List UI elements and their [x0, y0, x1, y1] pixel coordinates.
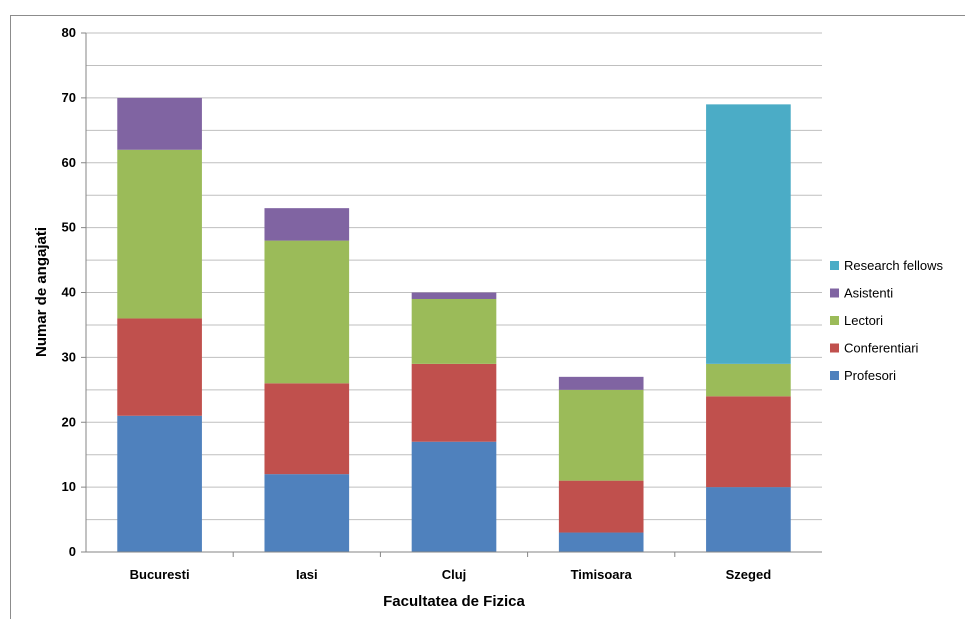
legend-swatch	[830, 343, 839, 353]
y-tick-labels: 0 10 20 30 40 50 60 70 80	[62, 25, 86, 559]
bar-segment	[558, 480, 644, 533]
bar-segment	[264, 383, 350, 475]
x-tick-label: Szeged	[726, 567, 772, 582]
legend-swatch	[830, 371, 839, 380]
bar-segment	[264, 208, 350, 241]
bar-segment	[558, 389, 644, 481]
y-tick-label: 30	[62, 349, 76, 364]
legend-label: Conferentiari	[844, 341, 919, 356]
legend: Research fellows Asistenti Lectori Conferen…	[830, 258, 943, 383]
y-tick-label: 20	[62, 414, 76, 429]
y-axis-title: Numar de angajati	[33, 227, 50, 357]
bar-segment	[706, 487, 791, 552]
y-tick-label: 80	[62, 25, 76, 40]
bars	[117, 97, 791, 552]
bar-segment	[117, 318, 202, 416]
bar-segment	[411, 363, 497, 442]
bar-segment	[411, 298, 497, 364]
bar-segment	[411, 292, 497, 299]
y-tick-label: 60	[62, 155, 76, 170]
bar-segment	[706, 363, 791, 397]
y-tick-label: 50	[62, 220, 76, 235]
bar-segment	[558, 532, 644, 552]
y-tick-label: 70	[62, 90, 76, 105]
x-tick-label: Cluj	[442, 567, 467, 582]
legend-swatch	[830, 261, 839, 270]
bar-segment	[117, 415, 202, 552]
x-axis-title: Facultatea de Fizica	[383, 593, 525, 610]
x-tick-label: Bucuresti	[130, 567, 190, 582]
bar-segment	[706, 396, 791, 488]
x-tick-label: Iasi	[296, 567, 318, 582]
legend-label: Asistenti	[844, 286, 893, 301]
legend-label: Research fellows	[844, 258, 943, 273]
y-tick-label: 0	[69, 544, 76, 559]
bar-segment	[264, 474, 350, 552]
bar-segment	[117, 97, 202, 150]
bar-segment	[411, 441, 497, 552]
bar-segment	[264, 240, 350, 384]
legend-label: Lectori	[844, 313, 883, 328]
bar-segment	[706, 104, 791, 364]
legend-swatch	[830, 316, 839, 325]
x-tick-label: Timisoara	[571, 567, 633, 582]
chart-frame	[10, 15, 965, 619]
legend-label: Profesori	[844, 368, 896, 383]
x-tick-labels: Bucuresti Iasi Cluj Timisoara Szeged	[130, 552, 772, 582]
legend-swatch	[830, 288, 839, 298]
y-tick-label: 10	[62, 479, 76, 494]
bar-segment	[558, 376, 644, 390]
y-tick-label: 40	[62, 285, 76, 300]
bar-segment	[117, 149, 202, 319]
